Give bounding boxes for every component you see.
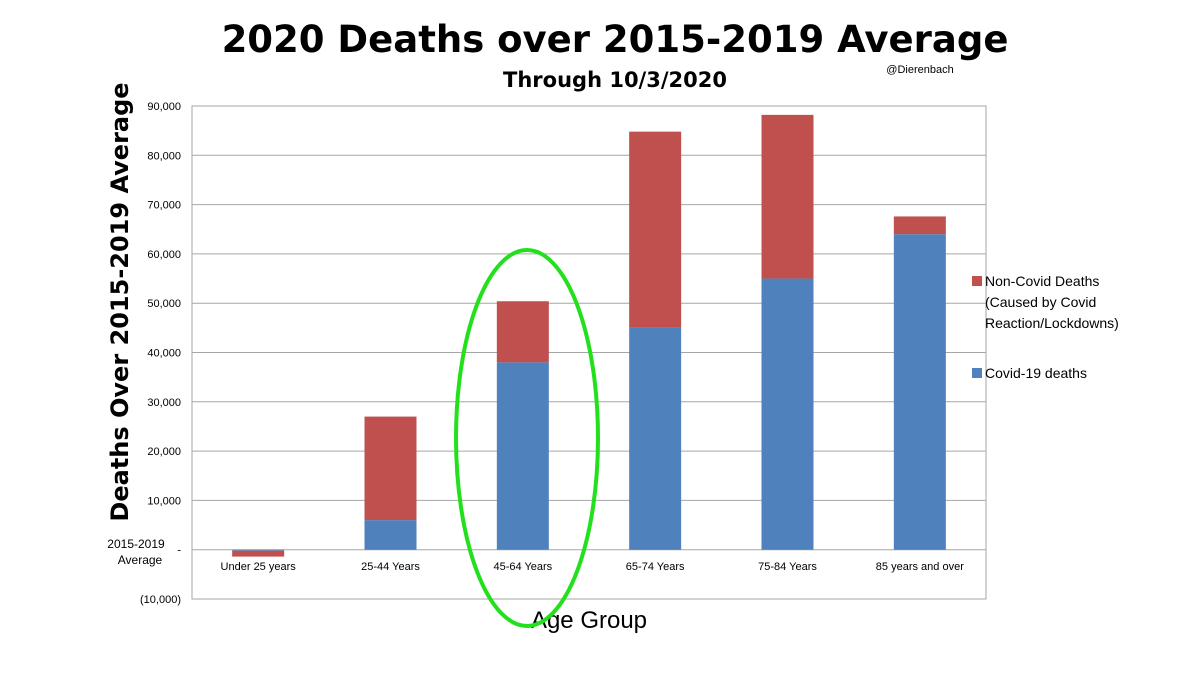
y-tick-label: 80,000 [147,150,181,162]
x-tick-label: 45-64 Years [493,561,552,573]
y-tick-label: 30,000 [147,397,181,409]
bar-segment-covid [893,234,946,550]
baseline-label-line1: 2015-2019 [107,537,165,551]
legend: Non-Covid Deaths (Caused by Covid Reacti… [972,273,1119,381]
y-tick-label: 70,000 [147,200,181,212]
gridlines [191,105,987,600]
y-tick-label: 20,000 [147,446,181,458]
x-tick-label: 25-44 Years [361,561,420,573]
y-axis-label: Deaths Over 2015-2019 Average [106,82,134,521]
bar-segment-covid [364,520,417,550]
bar-segment-covid [629,327,682,550]
legend-label-non-covid-line1: Non-Covid Deaths [985,273,1099,289]
chart-subtitle: Through 10/3/2020 [503,68,727,92]
chart-title: 2020 Deaths over 2015-2019 Average [222,18,1009,61]
bar-segment-non-covid [232,550,285,557]
bar-segment-non-covid [496,301,549,363]
y-tick-label: 60,000 [147,249,181,261]
bar-segment-covid [232,549,285,551]
bar-segment-non-covid [364,416,417,521]
highlight-ellipse [454,248,600,628]
x-axis-label: Age Group [531,607,647,634]
baseline-label-line2: Average [118,553,163,567]
x-tick-labels: Under 25 years 25-44 Years 45-64 Years 65-7… [221,561,965,573]
y-tick-label: - [177,545,181,557]
bar-segment-non-covid [629,131,682,328]
x-tick-label: 65-74 Years [626,561,685,573]
y-tick-label: (10,000) [140,594,181,606]
bar-segment-non-covid [893,216,946,235]
legend-swatch-covid [972,368,982,378]
bars [232,114,946,557]
x-tick-label: 75-84 Years [758,561,817,573]
x-tick-label: 85 years and over [876,561,964,573]
y-tick-labels: 90,000 80,000 70,000 60,000 50,000 40,000 30,0… [140,101,181,606]
bar-segment-non-covid [761,114,814,279]
legend-swatch-non-covid [972,276,982,286]
legend-label-non-covid-line3: Reaction/Lockdowns) [985,315,1119,331]
bar-segment-covid [496,362,549,550]
y-tick-label: 40,000 [147,348,181,360]
bar-segment-covid [761,278,814,550]
legend-label-covid: Covid-19 deaths [985,365,1087,381]
y-tick-label: 90,000 [147,101,181,113]
y-tick-label: 50,000 [147,298,181,310]
chart-credit: @Dierenbach [886,64,953,76]
y-tick-label: 10,000 [147,495,181,507]
x-tick-label: Under 25 years [221,561,297,573]
legend-label-non-covid-line2: (Caused by Covid [985,294,1096,310]
